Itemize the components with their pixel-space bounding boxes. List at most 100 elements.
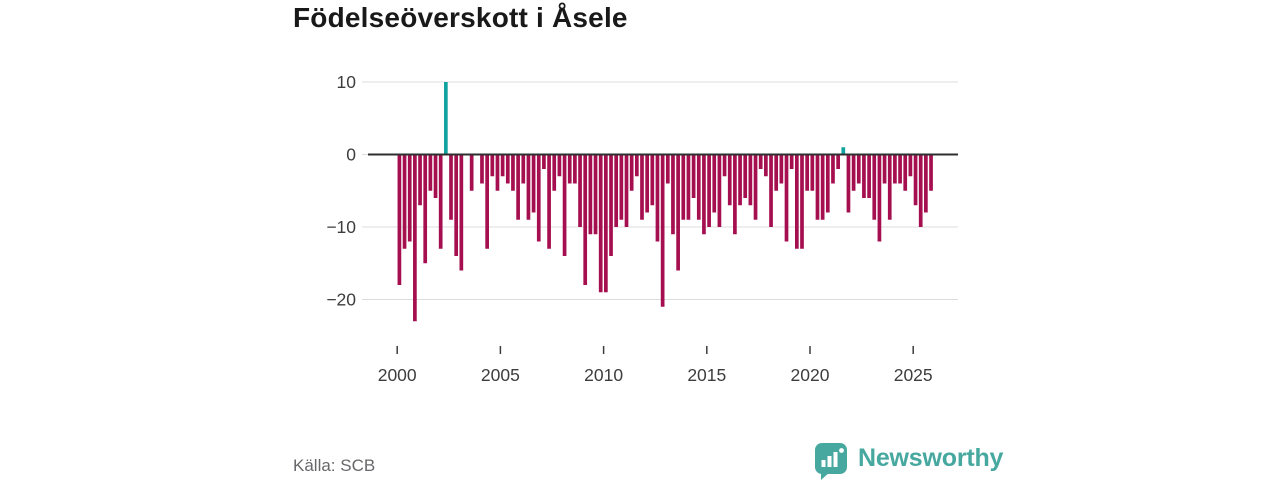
chart-bar — [542, 154, 546, 169]
chart-bar — [557, 154, 562, 177]
chart-bar — [629, 154, 634, 191]
x-tick-label: 2005 — [481, 365, 520, 385]
chart-bar — [722, 154, 727, 177]
chart-bar — [800, 154, 804, 249]
chart-bar — [831, 154, 835, 184]
chart-bar — [825, 154, 830, 213]
chart-bar — [707, 154, 711, 227]
chart-bar — [681, 154, 686, 220]
chart-bar — [686, 154, 691, 220]
chart-bar — [882, 154, 887, 184]
chart-bar — [490, 154, 495, 177]
chart-bar — [547, 154, 551, 249]
chart-bar — [862, 154, 866, 198]
chart-bar — [407, 154, 412, 242]
chart-bar — [738, 154, 742, 206]
chart-bar — [929, 154, 933, 191]
chart-bar — [691, 154, 696, 198]
chart-bar — [748, 154, 753, 206]
chart-bar — [433, 154, 438, 198]
newsworthy-wordmark: Newsworthy — [858, 444, 1004, 472]
chart-bar — [634, 154, 639, 177]
chart-bar — [712, 154, 717, 213]
chart-bar — [727, 154, 732, 206]
chart-bar — [769, 154, 773, 227]
chart-bar — [485, 154, 489, 249]
chart-bar — [438, 154, 443, 249]
chart-bar — [841, 147, 846, 155]
chart-bar — [846, 154, 851, 213]
chart-bar — [856, 154, 861, 184]
chart-bar — [733, 154, 737, 235]
chart-bar — [583, 154, 588, 285]
chart-bar — [665, 154, 670, 184]
chart-bar — [402, 154, 407, 249]
chart-bar — [521, 154, 526, 184]
chart-bar — [660, 154, 665, 307]
chart-bar — [511, 154, 515, 191]
chart-bar — [774, 154, 779, 191]
chart-bar — [619, 154, 624, 220]
chart-bar — [469, 154, 474, 191]
chart-bar — [696, 154, 701, 220]
chart-bar — [413, 154, 417, 322]
chart-bar — [794, 154, 799, 249]
chart-bar — [495, 154, 500, 191]
x-tick-label: 2015 — [687, 365, 726, 385]
chart-bar — [918, 154, 923, 227]
chart-bar — [820, 154, 825, 220]
y-tick-label: −20 — [326, 290, 356, 310]
chart-bar — [480, 154, 484, 184]
chart-bar — [536, 154, 541, 242]
chart-bar — [851, 154, 856, 191]
chart-bar — [604, 154, 608, 293]
chart-bar — [815, 154, 820, 220]
chart-bar — [552, 154, 557, 191]
chart-bar — [454, 154, 459, 256]
chart-bar — [903, 154, 908, 191]
y-tick-label: 0 — [346, 145, 356, 165]
chart-bar — [676, 154, 680, 271]
chart-title: Födelseöverskott i Åsele — [293, 2, 628, 33]
chart-bar — [913, 154, 918, 206]
chart-bar — [867, 154, 871, 198]
x-tick-label: 2010 — [584, 365, 623, 385]
chart-bar — [624, 154, 629, 227]
source-label: Källa: SCB — [293, 456, 376, 475]
chart-bar — [397, 154, 402, 285]
chart-bar — [444, 82, 448, 155]
chart-bar — [614, 154, 619, 227]
chart-bar — [526, 154, 531, 220]
chart-bar — [598, 154, 603, 293]
chart-bar — [702, 154, 706, 235]
chart-bar — [505, 154, 510, 184]
y-tick-label: −10 — [326, 217, 356, 237]
x-tick-label: 2020 — [791, 365, 830, 385]
chart-bar — [567, 154, 572, 184]
chart-bar — [640, 154, 644, 220]
x-tick-label: 2000 — [378, 365, 417, 385]
chart-bar — [423, 154, 428, 264]
chart-bar — [758, 154, 763, 169]
chart-bar — [578, 154, 582, 227]
chart-bar — [784, 154, 789, 242]
chart-bar — [516, 154, 520, 220]
chart-bar — [459, 154, 464, 271]
chart-bar — [924, 154, 928, 213]
chart-bar — [418, 154, 422, 206]
chart-bar — [887, 154, 892, 220]
chart-bar — [609, 154, 613, 256]
chart-bar — [805, 154, 810, 191]
newsworthy-logo-icon — [815, 443, 847, 480]
y-tick-label: 10 — [337, 72, 357, 92]
chart-bar — [810, 154, 815, 191]
chart-bar — [428, 154, 433, 191]
chart-bar — [789, 154, 794, 169]
newsworthy-logo: Newsworthy — [815, 441, 1003, 480]
chart-bar — [655, 154, 660, 242]
chart-bar — [872, 154, 877, 220]
chart-bar — [893, 154, 897, 184]
chart-bar — [764, 154, 768, 177]
